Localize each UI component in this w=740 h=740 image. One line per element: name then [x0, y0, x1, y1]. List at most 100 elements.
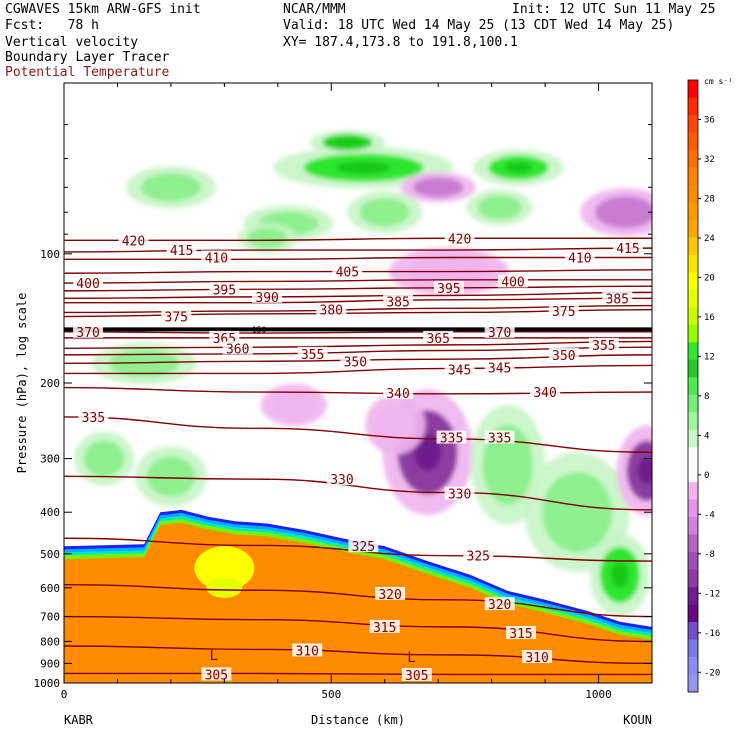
theta-label: 385 — [386, 295, 409, 310]
w-blob — [599, 546, 640, 603]
theta-label: 390 — [255, 291, 278, 306]
w-blob — [271, 390, 316, 419]
theta-contour-340 — [64, 386, 652, 395]
theta-label: 350 — [344, 355, 367, 370]
w-blob — [542, 472, 613, 553]
theta-label: 365 — [213, 332, 236, 347]
colorbar-bin — [688, 552, 698, 571]
theta-label-bg — [602, 291, 633, 305]
colorbar-label: 8 — [704, 392, 709, 402]
colorbar-bin — [688, 534, 698, 553]
colorbar-bin — [688, 412, 698, 431]
theta-label: 345 — [488, 361, 511, 376]
x-endpoint-right: KOUN — [623, 713, 652, 727]
w-blob — [482, 424, 533, 505]
w-blob — [626, 440, 652, 501]
y-axis-label: Pressure (hPa), log scale — [15, 293, 29, 474]
w-blob — [488, 155, 549, 180]
pbl-edge-green — [64, 518, 652, 683]
colorbar-bin — [688, 167, 698, 186]
theta-label: 305 — [205, 668, 228, 683]
y-tick-label: 800 — [40, 635, 60, 648]
theta-label: 310 — [525, 651, 548, 666]
colorbar-bin — [688, 202, 698, 221]
colorbar-bin — [688, 359, 698, 378]
colorbar-label: 20 — [704, 273, 715, 283]
theta-contour-350 — [64, 354, 652, 365]
theta-label: 380 — [320, 304, 343, 319]
theta-label: 400 — [76, 277, 99, 292]
theta-label-bg — [484, 597, 515, 611]
w-blob-core — [336, 138, 359, 146]
w-blob-core — [610, 562, 629, 588]
theta-label-bg — [316, 302, 347, 316]
theta-label: 395 — [437, 282, 460, 297]
theta-label-bg — [444, 231, 475, 245]
theta-label-bg — [73, 276, 104, 290]
w-blob-outer — [237, 223, 298, 254]
colorbar-label: 28 — [704, 194, 715, 204]
header-forecast-hour: Fcst: 78 h — [5, 18, 99, 33]
w-blob-outer — [473, 149, 564, 186]
theta-label: 310 — [295, 645, 318, 660]
theta-label-bg — [326, 472, 357, 486]
x-tick-label: 1000 — [585, 688, 612, 701]
theta-contour-305 — [64, 672, 652, 676]
theta-label-bg — [548, 347, 579, 361]
theta-label: 315 — [373, 621, 396, 636]
w-blob-core — [504, 162, 532, 174]
theta-label: 395 — [213, 283, 236, 298]
theta-label-bg — [564, 250, 595, 264]
w-blob — [322, 134, 373, 151]
colorbar-bin — [688, 254, 698, 273]
theta-label-bg — [332, 264, 363, 278]
colorbar-bin — [688, 219, 698, 238]
w-blob-outer — [125, 166, 216, 209]
theta-label-bg — [522, 650, 553, 664]
theta-label-bg — [444, 362, 475, 376]
low-label: L — [407, 650, 415, 666]
theta-contour-310 — [64, 645, 652, 665]
theta-label: 355 — [301, 348, 324, 363]
y-tick-label: 100 — [40, 248, 60, 261]
header-cross-section-coords: XY= 187.4,173.8 to 191.8,100.1 — [283, 35, 518, 50]
theta-label-bg — [498, 274, 529, 288]
header-organization: NCAR/MMM — [283, 2, 346, 17]
theta-label-bg — [73, 324, 104, 338]
header-field-boundary-layer: Boundary Layer Tracer — [5, 50, 170, 65]
theta-label: 335 — [440, 432, 463, 447]
colorbar-bin — [688, 80, 698, 98]
theta-label: 410 — [205, 251, 228, 266]
x-tick-label: 0 — [61, 688, 68, 701]
theta-label-bg — [401, 668, 432, 682]
theta-label-bg — [484, 360, 515, 374]
colorbar-label: 0 — [704, 471, 709, 481]
colorbar-bin — [688, 464, 698, 483]
theta-contour-410 — [64, 256, 652, 261]
w-blob-outer — [243, 205, 334, 242]
theta-contour-395 — [64, 285, 652, 292]
w-blob — [397, 410, 458, 495]
theta-label-bg — [252, 289, 283, 303]
theta-contour-335 — [64, 416, 652, 453]
theta-label-bg — [78, 409, 109, 423]
theta-contour-420 — [64, 237, 652, 241]
y-tick-label: 900 — [40, 657, 60, 670]
w-blob — [595, 196, 652, 229]
pbl-edge-blue — [64, 509, 652, 683]
theta-label-bg — [348, 539, 379, 553]
w-blob — [303, 153, 424, 182]
colorbar-bin — [688, 114, 698, 133]
theta-label: 375 — [165, 311, 188, 326]
theta-contour-330 — [64, 475, 652, 511]
theta-contour-385 — [64, 297, 652, 304]
y-tick-label: 400 — [40, 506, 60, 519]
colorbar-bin — [688, 639, 698, 658]
theta-label-bg — [612, 241, 643, 255]
colorbar-bin — [688, 97, 698, 116]
y-tick-label: 200 — [40, 377, 60, 390]
theta-label-bg — [369, 619, 400, 633]
y-tick-label: 600 — [40, 582, 60, 595]
theta-contour-355 — [64, 346, 652, 356]
